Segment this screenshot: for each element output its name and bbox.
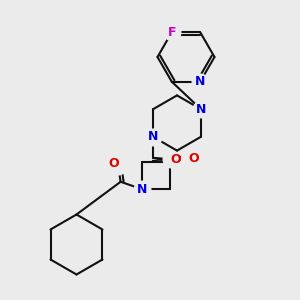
Text: N: N [137, 183, 147, 196]
Text: N: N [195, 75, 206, 88]
Text: N: N [148, 130, 158, 143]
Text: O: O [188, 152, 199, 165]
Text: N: N [196, 103, 206, 116]
Text: O: O [170, 153, 181, 166]
Text: O: O [108, 157, 119, 170]
Text: F: F [167, 26, 176, 39]
